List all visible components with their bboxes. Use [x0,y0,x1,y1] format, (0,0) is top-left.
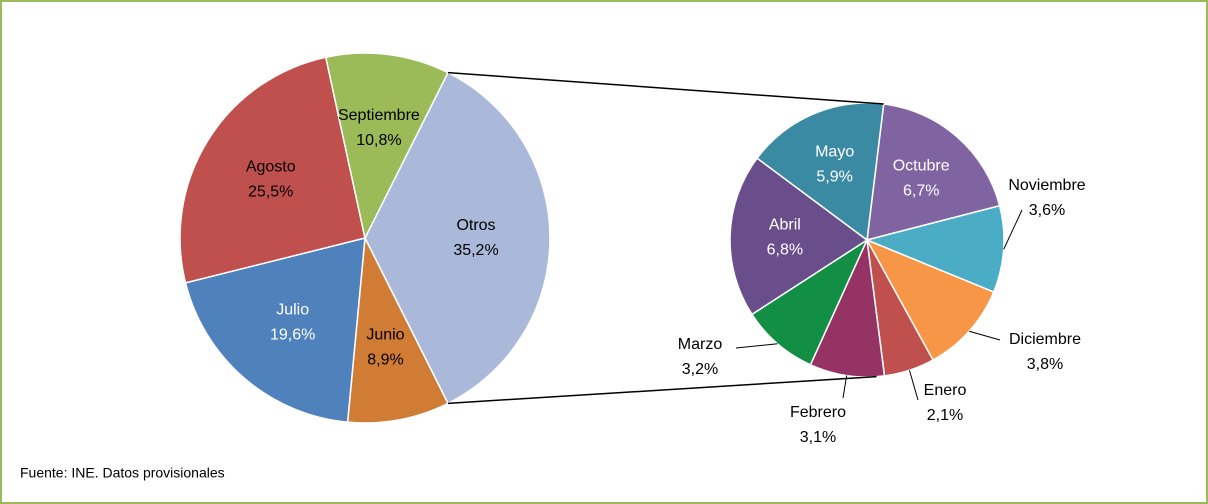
leader-line [735,343,778,349]
leader-line [908,370,919,401]
slice-label: Marzo [678,336,723,353]
slice-value-label: 25,5% [248,184,293,201]
slice-value-label: 2,1% [927,407,963,424]
pie-slice [866,103,1001,242]
leader-line [1003,209,1023,250]
connector-line [447,71,884,105]
slice-value-label: 19,6% [270,326,315,343]
slice-label: Otros [456,217,495,234]
slice-label: Enero [924,382,967,399]
slice-value-label: 6,7% [903,182,939,199]
slice-label: Noviembre [1008,177,1085,194]
slice-value-label: 3,1% [800,429,836,446]
pie-slice [179,56,366,284]
slice-value-label: 5,9% [816,169,852,186]
slice-label: Junio [366,326,404,343]
slice-label: Diciembre [1009,331,1081,348]
slice-label: Septiembre [338,107,420,124]
leader-line [969,330,1001,341]
pie-slice [750,237,869,366]
connector-line [447,375,877,405]
slice-value-label: 3,6% [1029,202,1065,219]
slice-value-label: 35,2% [453,242,498,259]
slice-value-label: 3,2% [682,361,718,378]
pie-slice [864,204,1005,294]
pie-slice [364,71,551,405]
slice-label: Agosto [246,159,296,176]
slice-label: Febrero [790,404,846,421]
slice-label: Mayo [815,144,854,161]
slice-label: Octubre [893,157,950,174]
slice-value-label: 6,8% [767,242,803,259]
pie-slice [184,237,366,423]
slice-label: Julio [276,301,309,318]
pie-slice [346,235,449,424]
slice-label: Abril [769,217,801,234]
pie-slice [729,157,869,316]
pie-slice [324,52,449,241]
source-note: Fuente: INE. Datos provisionales [20,465,225,481]
slice-value-label: 8,9% [367,351,403,368]
slice-value-label: 3,8% [1027,356,1063,373]
slice-value-label: 10,8% [356,132,401,149]
